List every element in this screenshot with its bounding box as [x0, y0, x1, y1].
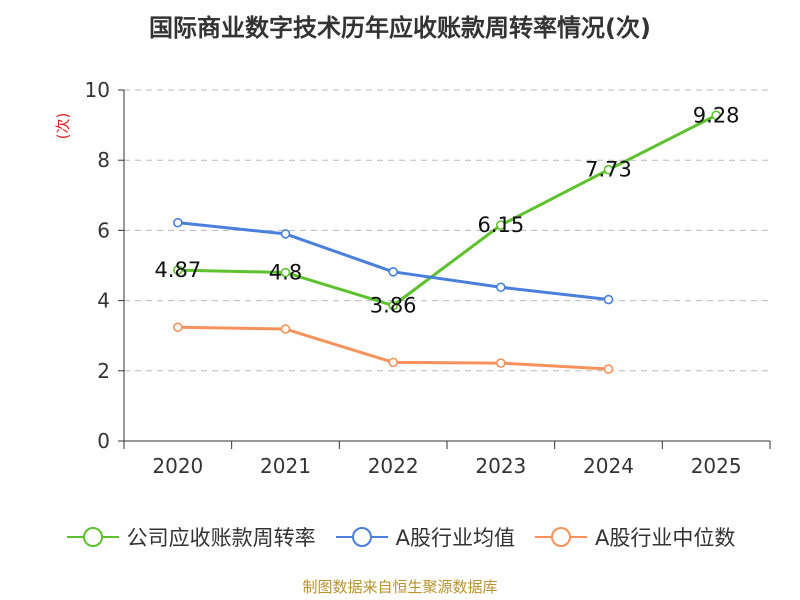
x-tick-label: 2024 — [583, 454, 634, 478]
data-point — [711, 110, 721, 121]
data-point — [603, 294, 614, 305]
y-tick-label: 6 — [97, 218, 110, 242]
data-point — [388, 300, 398, 311]
data-label: 9.28 — [693, 103, 740, 127]
y-axis-title: (次) — [54, 113, 72, 140]
y-tick-label: 8 — [97, 148, 110, 172]
legend-item[interactable]: A股行业中位数 — [533, 522, 735, 552]
data-label: 3.86 — [370, 294, 417, 318]
data-point — [496, 220, 506, 230]
y-tick-label: 2 — [97, 359, 110, 383]
legend-label: A股行业中位数 — [595, 526, 736, 550]
source-note: 制图数据来自恒生聚源数据库 — [302, 578, 498, 596]
data-label: 7.73 — [585, 158, 632, 182]
legend-marker-icon — [535, 527, 587, 547]
legend-marker-icon — [66, 527, 119, 547]
data-point — [173, 322, 183, 333]
data-point — [173, 265, 183, 275]
data-point — [496, 282, 506, 293]
x-tick-label: 2025 — [691, 454, 742, 478]
legend-marker-icon — [335, 527, 388, 547]
series-lines — [173, 110, 721, 374]
axes: 0 2 4 6 8 10 2020 2021 2022 2023 2024 2025 — [85, 78, 771, 478]
data-point — [388, 267, 398, 277]
x-tick-label: 2022 — [368, 454, 419, 478]
data-point — [280, 229, 291, 239]
data-point — [388, 357, 398, 368]
legend-marker-circle — [82, 527, 103, 547]
legend-item[interactable]: 公司应收账款周转率 — [65, 522, 316, 552]
data-point — [280, 324, 291, 334]
data-label: 4.87 — [154, 258, 201, 282]
data-labels: 4.87 4.8 3.86 6.15 7.73 9.28 — [154, 103, 739, 317]
y-tick-label: 10 — [85, 78, 110, 102]
legend-marker-circle — [351, 527, 372, 547]
legend: 公司应收账款周转率 A股行业均值 A股行业中位数 — [0, 520, 800, 554]
data-point — [173, 217, 183, 228]
data-point — [603, 364, 614, 374]
legend-label: A股行业均值 — [395, 526, 515, 550]
grid-lines — [124, 89, 770, 372]
data-label: 4.8 — [269, 261, 302, 285]
series-line — [176, 113, 718, 308]
chart-title: 国际商业数字技术历年应收账款周转率情况(次) — [149, 14, 651, 42]
x-tick-label: 2021 — [260, 454, 311, 478]
legend-label: 公司应收账款周转率 — [126, 526, 316, 550]
y-tick-label: 0 — [97, 429, 110, 453]
data-point — [280, 267, 291, 278]
data-point — [603, 164, 614, 175]
legend-item[interactable]: A股行业均值 — [334, 522, 515, 552]
x-tick-label: 2023 — [475, 454, 526, 478]
legend-marker-circle — [551, 527, 571, 547]
y-tick-label: 4 — [97, 289, 110, 313]
series-line — [176, 221, 610, 302]
data-label: 6.15 — [477, 213, 524, 237]
data-point — [496, 358, 506, 368]
x-tick-label: 2020 — [152, 454, 203, 478]
